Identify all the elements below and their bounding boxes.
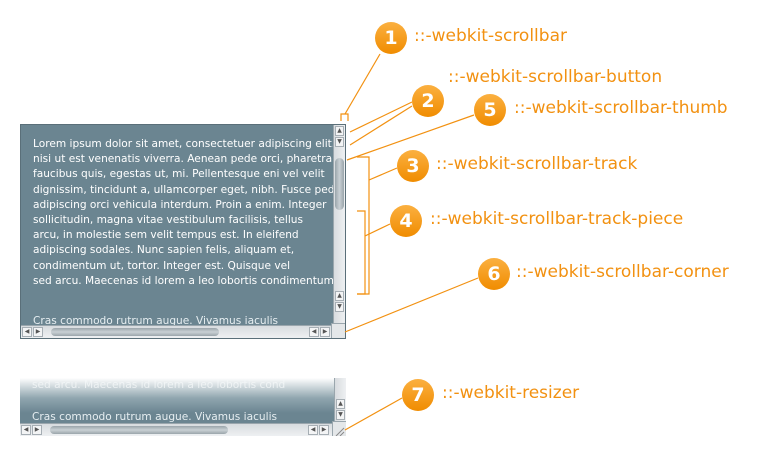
callout-badge-1: 1 xyxy=(375,22,407,54)
scroll-left-arrow-icon[interactable]: ◀ xyxy=(22,327,32,337)
resize-grip-icon xyxy=(335,427,345,436)
scroll-right-arrow-icon[interactable]: ▶ xyxy=(32,425,42,435)
callout-badge-2: 2 xyxy=(412,85,444,117)
horizontal-scrollbar[interactable]: ◀ ▶ ◀ ▶ xyxy=(20,423,332,436)
lorem-text: Lorem ipsum dolor sit amet, consectetuer… xyxy=(33,137,341,289)
scroll-demo-box: Lorem ipsum dolor sit amet, consectetuer… xyxy=(20,124,346,339)
text-line: sollicitudin, magna vitae vestibulum fac… xyxy=(33,214,304,227)
text-line: Lorem ipsum dolor sit amet, consectetuer… xyxy=(33,138,341,150)
callout-label-scrollbar-thumb: ::-webkit-scrollbar-thumb xyxy=(514,98,728,118)
scroll-up-arrow-icon[interactable]: ▲ xyxy=(336,399,345,409)
scroll-left-arrow-icon[interactable]: ◀ xyxy=(21,425,31,435)
callout-badge-4: 4 xyxy=(390,205,422,237)
text-line: arcu, in molestie sem velit tempus est. … xyxy=(33,229,299,242)
scroll-down-arrow-icon[interactable]: ▼ xyxy=(335,137,344,147)
vertical-scrollbar-thumb[interactable] xyxy=(335,158,344,210)
scroll-right-arrow-icon[interactable]: ▶ xyxy=(319,425,329,435)
scroll-right-arrow-icon[interactable]: ▶ xyxy=(33,327,43,337)
text-line: nisi ut est venenatis viverra. Aenean pe… xyxy=(33,153,341,166)
callout-badge-6: 6 xyxy=(478,258,510,290)
text-line: condimentum ut, tortor. Integer est. Qui… xyxy=(33,259,291,272)
horizontal-scrollbar[interactable]: ◀ ▶ ◀ ▶ xyxy=(21,325,333,338)
vertical-scrollbar[interactable]: ▲ ▼ ▲ ▼ xyxy=(333,125,345,325)
callout-label-resizer: ::-webkit-resizer xyxy=(442,383,580,403)
text-line: dignissim, tincidunt a, ullamcorper eget… xyxy=(33,183,341,196)
vertical-scrollbar[interactable]: ▲ ▼ xyxy=(334,378,346,422)
callout-label-scrollbar-button: ::-webkit-scrollbar-button xyxy=(448,67,663,87)
scroll-down-arrow-icon[interactable]: ▼ xyxy=(335,302,344,312)
callout-badge-3: 3 xyxy=(397,150,429,182)
text-line: sed arcu. Maecenas id lorem a leo lobort… xyxy=(33,274,338,287)
callout-label-scrollbar-track: ::-webkit-scrollbar-track xyxy=(436,154,638,174)
resizer-demo-box: sed arcu. Maecenas id lorem a leo lobort… xyxy=(20,378,346,436)
scrollbar-corner xyxy=(331,323,345,338)
scroll-left-arrow-icon[interactable]: ◀ xyxy=(308,425,318,435)
scroll-up-arrow-icon[interactable]: ▲ xyxy=(335,126,344,136)
callout-badge-7: 7 xyxy=(402,379,434,411)
text-line: adipiscing orci vehicula interdum. Proin… xyxy=(33,198,327,211)
scroll-down-arrow-icon[interactable]: ▼ xyxy=(336,410,345,420)
trailing-text-line: Cras commodo rutrum augue. Vivamus iacul… xyxy=(32,411,278,423)
callout-badge-5: 5 xyxy=(474,94,506,126)
faded-text-line: sed arcu. Maecenas id lorem a leo lobort… xyxy=(32,379,286,391)
callout-label-scrollbar-corner: ::-webkit-scrollbar-corner xyxy=(516,262,729,282)
horizontal-scrollbar-thumb[interactable] xyxy=(51,328,219,336)
scroll-right-arrow-icon[interactable]: ▶ xyxy=(320,327,330,337)
text-line: faucibus quis, egestas ut, mi. Pellentes… xyxy=(33,168,325,181)
callout-label-scrollbar-track-piece: ::-webkit-scrollbar-track-piece xyxy=(430,209,684,229)
callout-label-scrollbar: ::-webkit-scrollbar xyxy=(414,26,567,46)
scroll-up-arrow-icon[interactable]: ▲ xyxy=(335,291,344,301)
resizer-handle[interactable] xyxy=(332,421,346,436)
trailing-text-line: Cras commodo rutrum augue. Vivamus iacul… xyxy=(33,315,279,327)
text-line: adipiscing sodales. Nunc sapien felis, a… xyxy=(33,244,295,257)
scroll-left-arrow-icon[interactable]: ◀ xyxy=(309,327,319,337)
horizontal-scrollbar-thumb[interactable] xyxy=(50,426,228,434)
